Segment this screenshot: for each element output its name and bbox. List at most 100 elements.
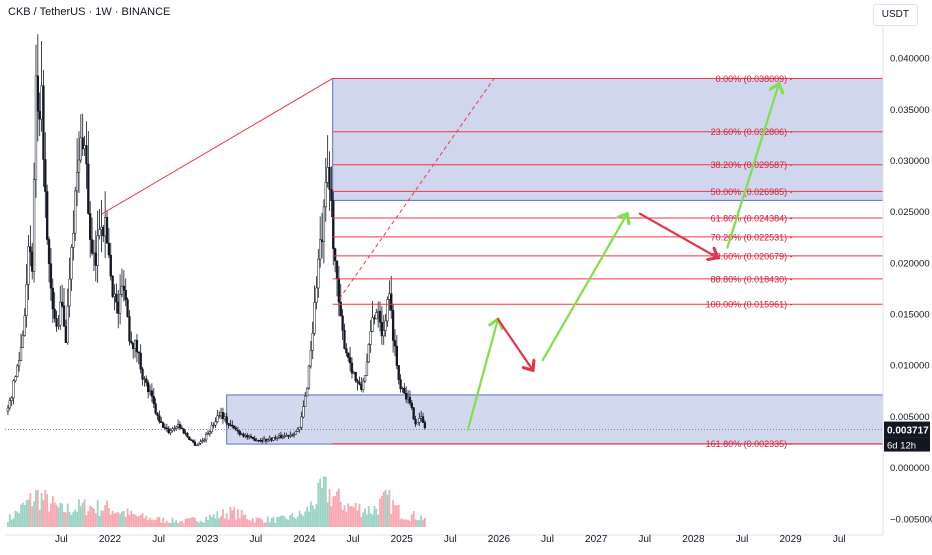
volume-bar (59, 502, 62, 527)
volume-bar (42, 500, 45, 527)
candle-body (53, 308, 56, 319)
volume-bar (44, 489, 47, 527)
candle-body (317, 258, 320, 289)
candle-body (100, 226, 103, 230)
volume-bar (265, 522, 267, 527)
volume-bar (332, 496, 335, 527)
candle-body (46, 191, 49, 240)
candle-body (333, 248, 337, 262)
volume-bar (231, 510, 234, 527)
candle-body (408, 397, 412, 404)
candle-body (132, 342, 135, 349)
volume-bar (294, 518, 297, 527)
projection-arrow-up[interactable] (541, 214, 628, 362)
volume-bar (328, 489, 331, 527)
volume-bar (117, 512, 120, 527)
candle-body (29, 246, 32, 253)
candle-body (320, 239, 324, 242)
candle-body (268, 437, 271, 440)
volume-bar (369, 513, 372, 527)
candle-body (247, 436, 251, 438)
candle-body (406, 397, 410, 400)
candle-body (169, 430, 172, 434)
candle-body (294, 431, 298, 435)
volume-bar (323, 476, 325, 527)
projection-arrow-up[interactable] (726, 84, 779, 249)
candle-body (414, 418, 417, 425)
candle-body (418, 418, 421, 423)
volume-bar (179, 521, 181, 527)
candle-body (302, 406, 305, 418)
volume-bar (192, 517, 194, 527)
volume-bar (266, 516, 269, 527)
volume-bar (167, 522, 170, 527)
candle-body (339, 301, 342, 317)
candle-body (130, 340, 133, 344)
accumulation-zone (226, 394, 884, 445)
volume-bar (81, 502, 84, 527)
candle-body (367, 344, 370, 363)
candle-body (246, 435, 249, 438)
volume-bar (46, 494, 49, 527)
projection-arrow-up[interactable] (466, 319, 498, 431)
candle-body (66, 305, 69, 343)
volume-bar (223, 518, 226, 527)
candle-body (358, 381, 361, 385)
volume-bar (207, 519, 209, 527)
volume-bar (225, 513, 228, 527)
volume-bar (380, 495, 383, 527)
candle-body (147, 382, 150, 392)
candle-body (257, 439, 260, 442)
volume-bar (412, 511, 415, 527)
candle-body (139, 352, 142, 370)
y-tick-label: −0.005000 (890, 514, 932, 525)
candle-body (173, 428, 176, 430)
candle-body (152, 396, 155, 404)
volume-bar (79, 506, 82, 527)
volume-bar (130, 510, 133, 527)
fib-level-label: 23.60% (0.032806) - (711, 127, 793, 137)
trend-line[interactable] (101, 78, 333, 215)
volume-bar (354, 502, 357, 527)
fib-trend-dashed-line[interactable] (339, 78, 495, 299)
volume-bar (94, 513, 97, 527)
candle-body (292, 434, 296, 436)
volume-bar (184, 518, 187, 527)
candle-body (49, 263, 53, 289)
volume-bar (324, 476, 327, 527)
volume-bar (210, 516, 213, 527)
volume-bars (7, 476, 426, 527)
volume-bar (40, 493, 43, 527)
volume-bar (141, 512, 144, 527)
volume-bar (220, 516, 222, 527)
volume-bar (244, 514, 247, 527)
candle-body (195, 444, 198, 446)
volume-bar (356, 510, 359, 527)
candle-body (330, 189, 333, 202)
volume-bar (336, 491, 338, 527)
x-tick-label: 2023 (196, 534, 219, 545)
currency-button[interactable]: USDT (872, 4, 918, 26)
volume-bar (386, 494, 389, 527)
projection-arrow-down[interactable] (638, 212, 718, 258)
volume-bar (195, 520, 198, 527)
volume-bar (300, 513, 303, 527)
volume-bar (126, 508, 129, 527)
candle-body (165, 427, 169, 429)
projection-arrow-down[interactable] (496, 318, 533, 370)
volume-bar (235, 519, 237, 527)
volume-bar (12, 518, 15, 527)
candle-body (87, 163, 90, 214)
volume-bar (337, 488, 340, 527)
volume-bar (85, 515, 88, 527)
candle-body (354, 371, 357, 381)
candle-body (421, 416, 425, 423)
candle-body (285, 435, 288, 437)
candle-body (191, 440, 195, 443)
fib-level-label: 50.00% (0.026985) - (711, 187, 793, 197)
candle-body (92, 252, 96, 255)
candle-body (236, 430, 240, 432)
volume-bar (91, 506, 93, 527)
